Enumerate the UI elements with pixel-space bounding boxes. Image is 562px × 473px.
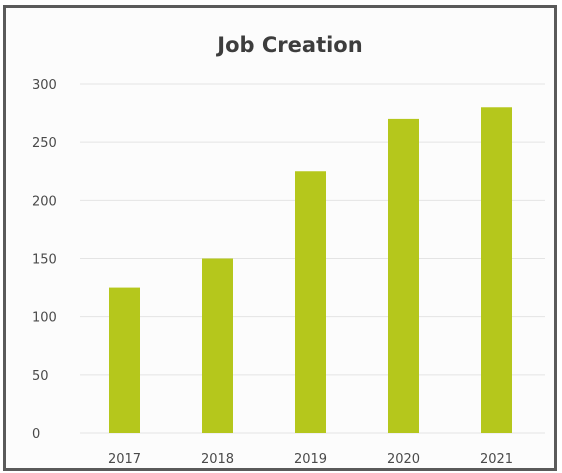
y-tick-label: 150: [32, 253, 57, 268]
x-tick-label: 2021: [480, 452, 513, 467]
x-tick-label: 2018: [201, 452, 234, 467]
bar-2020: [388, 118, 419, 434]
chart-frame: [3, 5, 557, 471]
x-axis-ticks: 2017 2018 2019 2020 2021: [108, 452, 513, 467]
bar-2019: [295, 171, 326, 433]
bars: [109, 107, 512, 434]
x-tick-label: 2020: [387, 452, 420, 467]
bar-2018: [202, 258, 233, 433]
chart-title: Job Creation: [215, 33, 362, 57]
y-tick-label: 0: [32, 427, 40, 442]
bar-2017: [109, 287, 140, 433]
x-tick-label: 2019: [294, 452, 327, 467]
y-tick-label: 300: [32, 78, 57, 93]
y-tick-label: 200: [32, 194, 57, 209]
x-tick-label: 2017: [108, 452, 141, 467]
y-axis-ticks: 0 50 100 150 200 250 300: [32, 78, 57, 442]
bar-2021: [481, 107, 512, 434]
y-tick-label: 250: [32, 136, 57, 151]
y-tick-label: 50: [32, 369, 49, 384]
y-tick-label: 100: [32, 311, 57, 326]
